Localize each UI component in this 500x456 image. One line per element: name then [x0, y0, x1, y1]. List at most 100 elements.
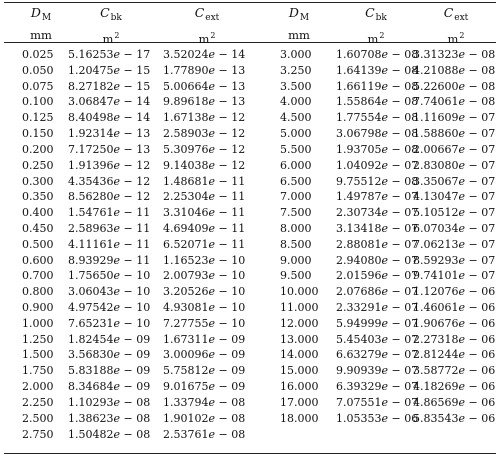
table-cell-diameter: 0.350	[22, 190, 54, 204]
table-cell-cext: 6.07034e − 07	[413, 221, 496, 235]
table-cell-cext: 9.89618e − 13	[163, 95, 246, 109]
table-cell-cbk: 4.97542e − 10	[68, 301, 151, 314]
table-cell-diameter: 0.250	[22, 158, 54, 172]
table-cell-cbk: 2.01596e − 07	[336, 269, 419, 283]
table-cell-cbk: 2.07686e − 07	[336, 285, 419, 299]
table-cell-diameter: 0.500	[22, 237, 54, 251]
header-cext-right: Cext m2	[443, 5, 469, 46]
table-cell-diameter: 6.000	[280, 158, 312, 172]
table-cell-diameter: 1.000	[22, 316, 54, 330]
table-cell-diameter: 17.000	[280, 395, 319, 409]
table-cell-cext: 9.14038e − 12	[163, 158, 246, 172]
table-cell-cbk: 2.33291e − 07	[336, 301, 419, 314]
table-cell-cext: 1.48681e − 11	[163, 174, 246, 188]
table-cell-diameter: 4.000	[280, 95, 312, 109]
table-cell-cext: 1.16523e − 10	[163, 253, 246, 267]
table-cell-cbk: 1.38623e − 08	[68, 411, 151, 425]
table-cell-cbk: 1.05353e − 06	[336, 411, 419, 425]
table-cell-diameter: 1.500	[22, 348, 54, 362]
table-cell-diameter: 9.500	[280, 269, 312, 283]
column-diameter-right: 3.000 3.250 3.500 4.000 4.500 5.000 5.500 6.000…	[280, 47, 330, 427]
table-cell-diameter: 0.400	[22, 206, 54, 220]
table-cell-cbk: 8.93929e − 11	[68, 253, 151, 267]
header-cbk-right: Cbk m2	[365, 5, 387, 46]
table-cell-cext: 6.52071e − 11	[163, 237, 246, 251]
table-cell-cbk: 2.88081e − 07	[336, 237, 419, 251]
table-cell-diameter: 15.000	[280, 364, 319, 378]
header-cext-left: Cext m2	[194, 5, 220, 46]
table-cell-cext: 4.86569e − 06	[413, 395, 496, 409]
table-cell-cext: 1.67311e − 09	[163, 332, 246, 346]
table-cell-diameter: 0.600	[22, 253, 54, 267]
table-cell-cbk: 1.77554e − 08	[336, 111, 419, 125]
table-cell-cext: 5.22600e − 08	[413, 79, 496, 93]
table-cell-cbk: 1.04092e − 07	[336, 158, 419, 172]
table-cell-diameter: 0.300	[22, 174, 54, 188]
table-cell-cext: 1.11609e − 07	[413, 111, 496, 125]
table-cell-cbk: 2.30734e − 07	[336, 206, 419, 220]
table-cell-cext: 2.25304e − 11	[163, 190, 246, 204]
header-rule	[4, 42, 496, 43]
table-cell-cext: 2.27318e − 06	[413, 332, 496, 346]
table-cell-diameter: 13.000	[280, 332, 319, 346]
table-cell-cext: 2.00667e − 07	[413, 142, 496, 156]
table-cell-cext: 1.90676e − 06	[413, 316, 496, 330]
table-cell-cbk: 1.54761e − 11	[68, 206, 151, 220]
table-cell-cext: 4.21088e − 08	[413, 63, 496, 77]
table-cell-diameter: 0.025	[22, 48, 54, 61]
table-cell-diameter: 2.750	[22, 427, 54, 441]
table-cell-cext: 4.69409e − 11	[163, 221, 246, 235]
table-cell-diameter: 7.000	[280, 190, 312, 204]
table-cell-diameter: 0.200	[22, 142, 54, 156]
table-cell-cbk: 9.75512e − 08	[336, 174, 419, 188]
table-cell-diameter: 0.700	[22, 269, 54, 283]
table-cell-cext: 5.10512e − 07	[413, 206, 496, 220]
table-cell-cext: 2.00793e − 10	[163, 269, 246, 283]
table-cell-cext: 4.13047e − 07	[413, 190, 496, 204]
column-cbk-left: 5.16253e − 17 1.20475e − 15 8.27182e − 15 3…	[68, 47, 158, 442]
table-cell-diameter: 6.500	[280, 174, 312, 188]
table-cell-cbk: 3.06847e − 14	[68, 95, 151, 109]
table-cell-cext: 5.75812e − 09	[163, 364, 246, 378]
top-rule	[4, 2, 496, 3]
table-cell-cbk: 7.17250e − 13	[68, 142, 151, 156]
column-cbk-right: 1.60708e − 08 1.64139e − 08 1.66119e − 08 1…	[336, 47, 426, 427]
table-cell-cext: 1.67138e − 12	[163, 111, 246, 125]
table-cell-cext: 3.00096e − 09	[163, 348, 246, 362]
bottom-rule	[4, 453, 496, 454]
table-cell-cbk: 9.90939e − 07	[336, 364, 419, 378]
table-cell-diameter: 11.000	[280, 301, 319, 314]
table-cell-cbk: 4.11161e − 11	[68, 237, 151, 251]
table-cell-cbk: 2.58963e − 11	[68, 221, 151, 235]
table-cell-cbk: 3.06798e − 08	[336, 127, 419, 141]
table-cell-cext: 3.52024e − 14	[163, 48, 246, 61]
table-cell-cbk: 1.64139e − 08	[336, 63, 419, 77]
table-cell-cext: 7.74061e − 08	[413, 95, 496, 109]
table-cell-diameter: 0.075	[22, 79, 54, 93]
table-cell-cext: 1.33794e − 08	[163, 395, 246, 409]
table-cell-cbk: 8.34684e − 09	[68, 380, 151, 394]
table-cell-cbk: 6.39329e − 07	[336, 380, 419, 394]
header-diameter-left: DM mm	[30, 5, 52, 42]
table-cell-diameter: 8.000	[280, 221, 312, 235]
table-cell-cext: 5.00664e − 13	[163, 79, 246, 93]
table-cell-diameter: 16.000	[280, 380, 319, 394]
table-cell-diameter: 18.000	[280, 411, 319, 425]
table-cell-diameter: 2.000	[22, 380, 54, 394]
table-cell-cbk: 1.49787e − 07	[336, 190, 419, 204]
table-cell-cext: 3.31046e − 11	[163, 206, 246, 220]
table-cell-cext: 3.31323e − 08	[413, 48, 496, 61]
column-diameter-left: 0.025 0.050 0.075 0.100 0.125 0.150 0.200 0.250…	[22, 47, 72, 442]
table-cell-cbk: 5.94999e − 07	[336, 316, 419, 330]
table-cell-diameter: 7.500	[280, 206, 312, 220]
header-diameter-right: DM mm	[288, 5, 310, 42]
table-cell-diameter: 8.500	[280, 237, 312, 251]
table-cell-cext: 8.59293e − 07	[413, 253, 496, 267]
table-cell-cbk: 5.45403e − 07	[336, 332, 419, 346]
table-cell-cext: 2.83080e − 07	[413, 158, 496, 172]
table-cell-diameter: 10.000	[280, 285, 319, 299]
table-cell-cext: 1.46061e − 06	[413, 301, 496, 314]
table-cell-cext: 9.01675e − 09	[163, 380, 246, 394]
table-cell-cext: 1.77890e − 13	[163, 63, 246, 77]
